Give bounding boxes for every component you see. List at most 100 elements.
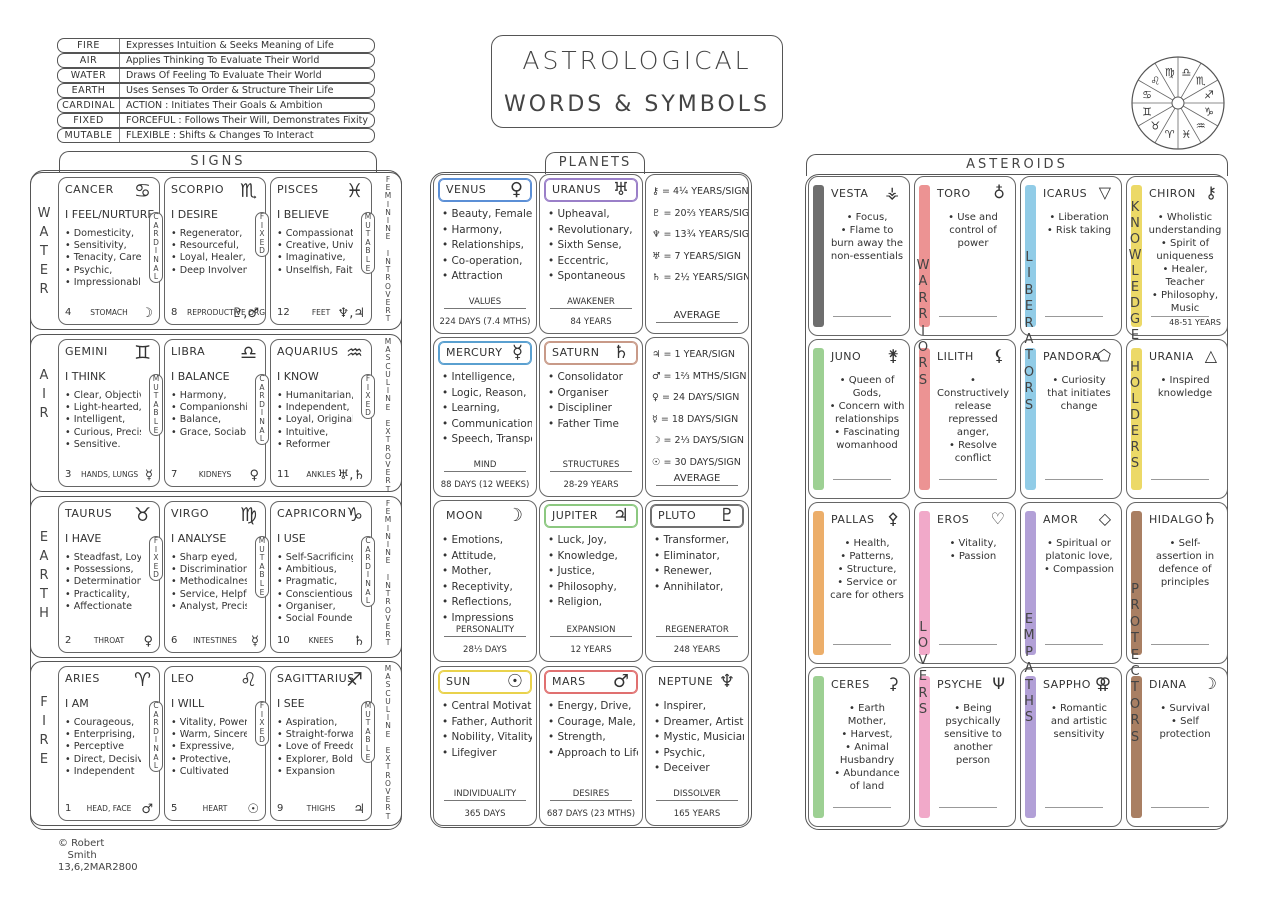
asteroid-glyph-icon: ⚸	[993, 346, 1005, 365]
planet-traits: ConsolidatorOrganiserDisciplinerFather T…	[548, 370, 638, 432]
sign-duration: ♇ = 20⅔ YEARS/SIGN	[652, 207, 749, 219]
legend-description: Uses Senses To Order & Structure Their L…	[126, 85, 334, 96]
planet-trait: Father Time	[548, 417, 638, 433]
sign-trait: Sharp eyed,	[171, 552, 247, 564]
planet-glyph-icon: ☉	[506, 671, 523, 692]
asteroid-card: URANIA △ Inspired knowledge	[1126, 339, 1228, 499]
sign-motto: I USE	[277, 532, 306, 545]
sign-card: AQUARIUS ♒ I KNOW Humanitarian,Independent,…	[270, 339, 372, 487]
sign-name: CANCER	[65, 183, 114, 196]
planet-traits: Beauty, Female,Harmony,Relationships,Co-…	[442, 207, 532, 285]
planet-trait: Discipliner	[548, 401, 638, 417]
sign-traits: Aspiration,Straight-forward,Love of Free…	[277, 717, 353, 778]
orbit-period: 224 DAYS (7.4 MTHS)	[439, 317, 531, 327]
asteroid-traits: SurvivalSelf protection	[1147, 702, 1223, 741]
asteroid-traits: Constructively release repressed anger,R…	[935, 374, 1011, 465]
wheel-spoke	[1182, 79, 1219, 101]
sign-name: LEO	[171, 672, 195, 685]
group-label-knowledge-holders: K N O W L E D G E H O L D E R S	[1128, 200, 1142, 471]
asteroid-traits: LiberationRisk taking	[1041, 211, 1117, 237]
planet-trait: Deceiver	[654, 761, 744, 777]
underline-rule	[939, 807, 997, 808]
planet-traits: Emotions,Attitude,Mother,Receptivity,Ref…	[442, 533, 532, 626]
underline-rule	[833, 316, 891, 317]
sign-motto: I THINK	[65, 370, 106, 383]
sign-trait: Sensitive.	[65, 439, 141, 451]
orbit-period: 48-51 YEARS	[1169, 318, 1221, 327]
orbit-period: 12 YEARS	[570, 645, 612, 655]
asteroid-glyph-icon: ▽	[1098, 183, 1111, 202]
sign-motto: I HAVE	[65, 532, 102, 545]
planet-card: JUPITER ♃ Luck, Joy,Knowledge,Justice,Phil…	[539, 500, 643, 662]
planet-card: VENUS ♀ Beauty, Female,Harmony,Relationshi…	[433, 174, 537, 334]
planet-glyph-icon: ♀	[509, 179, 523, 200]
legend-key: MUTABLE	[58, 129, 120, 142]
planet-trait: Relationships,	[442, 238, 532, 254]
planets-heading: PLANETS	[545, 152, 645, 174]
planet-header: MARS ♂	[544, 670, 638, 694]
modality-pill: F I X E D	[255, 212, 269, 257]
planet-traits: Upheaval,Revolutionary,Sixth Sense,Eccen…	[548, 207, 638, 285]
sign-trait: Aspiration,	[277, 717, 353, 729]
legend-description: ACTION : Initiates Their Goals & Ambitio…	[126, 100, 323, 111]
asteroid-card: SAPPHO⚢ Romantic and artistic sensitivity	[1020, 667, 1122, 827]
asteroid-trait: Spirit of uniqueness	[1147, 237, 1223, 263]
sign-traits: Self-Sacrificing,Ambitious,Pragmatic,Con…	[277, 552, 353, 625]
asteroid-card: ICARUS ▽ LiberationRisk taking	[1020, 176, 1122, 336]
sign-glyph-icon: ♊	[133, 342, 151, 364]
color-stripe	[1025, 511, 1036, 655]
body-part: FEET	[311, 308, 331, 317]
sign-duration: ♅ = 7 YEARS/SIGN	[652, 250, 742, 262]
asteroid-card: PANDORA⬠ Curiosity that initiates change	[1020, 339, 1122, 499]
asteroid-trait: Romantic and artistic sensitivity	[1041, 702, 1117, 741]
body-part: ANKLES	[306, 470, 336, 479]
planet-name: MOON	[446, 509, 484, 522]
planet-trait: Eccentric,	[548, 254, 638, 270]
asteroid-traits: Curiosity that initiates change	[1041, 374, 1117, 413]
sign-motto: I AM	[65, 697, 89, 710]
sign-card: PISCES ♓ I BELIEVE Compassionate,Creative, …	[270, 177, 372, 325]
asteroid-card: PSYCHE Ψ Being psychically sensitive to an…	[914, 667, 1016, 827]
planet-header: VENUS ♀	[438, 178, 532, 202]
asteroid-trait: Abundance of land	[829, 767, 905, 793]
asteroid-name: TORO	[937, 187, 971, 200]
asteroid-trait: Queen of Gods,	[829, 374, 905, 400]
house-number: 9	[277, 803, 284, 814]
sign-trait: Conscientious,	[277, 589, 353, 601]
modality-pill: F I X E D	[361, 374, 375, 419]
sign-name: VIRGO	[171, 507, 210, 520]
wheel-spoke	[1154, 62, 1176, 99]
planet-trait: Religion,	[548, 595, 638, 611]
sign-trait: Unselfish, Faith	[277, 265, 353, 277]
planet-trait: Energy, Drive,	[548, 699, 638, 715]
asteroid-traits: Inspired knowledge	[1147, 374, 1223, 400]
planet-name: SATURN	[552, 346, 600, 359]
color-stripe	[919, 676, 930, 818]
sign-trait: Intuitive,	[277, 427, 353, 439]
planet-traits: Inspirer,Dreamer, Artist,Mystic, Musicia…	[654, 699, 744, 777]
legend-key: FIRE	[58, 39, 120, 52]
wheel-sign-glyph: ♋	[1142, 89, 1152, 102]
house-number: 4	[65, 307, 72, 318]
planet-glyph-icon: ♄	[612, 342, 629, 363]
sign-glyph-icon: ♎	[239, 342, 257, 364]
wheel-spoke	[1154, 107, 1176, 144]
sign-duration: ♆ = 13¾ YEARS/SIGN	[652, 229, 749, 240]
sign-glyph-icon: ♈	[133, 669, 151, 691]
legend-description: Applies Thinking To Evaluate Their World	[126, 55, 320, 66]
asteroid-trait: Being psychically sensitive to another p…	[935, 702, 1011, 767]
sign-duration: ⚷ = 4¼ YEARS/SIGN	[652, 186, 749, 197]
planet-trait: Nobility, Vitality,	[442, 730, 532, 746]
group-label-warriors: W A R R I O R S	[916, 258, 930, 388]
asteroid-card: DIANA ☽ SurvivalSelf protection	[1126, 667, 1228, 827]
planet-trait: Approach to Life	[548, 746, 638, 762]
sign-trait: Humanitarian,	[277, 390, 353, 402]
asteroid-trait: Passion	[935, 550, 1011, 563]
asteroid-trait: Structure,	[829, 563, 905, 576]
sign-trait: Domesticity,	[65, 228, 141, 240]
underline-rule	[1151, 807, 1209, 808]
ruler-glyph-icon: ☿	[251, 634, 259, 649]
asteroid-trait: Constructively release repressed anger,	[935, 374, 1011, 439]
house-number: 12	[277, 307, 290, 318]
sign-traits: Regenerator,Resourceful,Loyal, Healer,De…	[171, 228, 247, 277]
